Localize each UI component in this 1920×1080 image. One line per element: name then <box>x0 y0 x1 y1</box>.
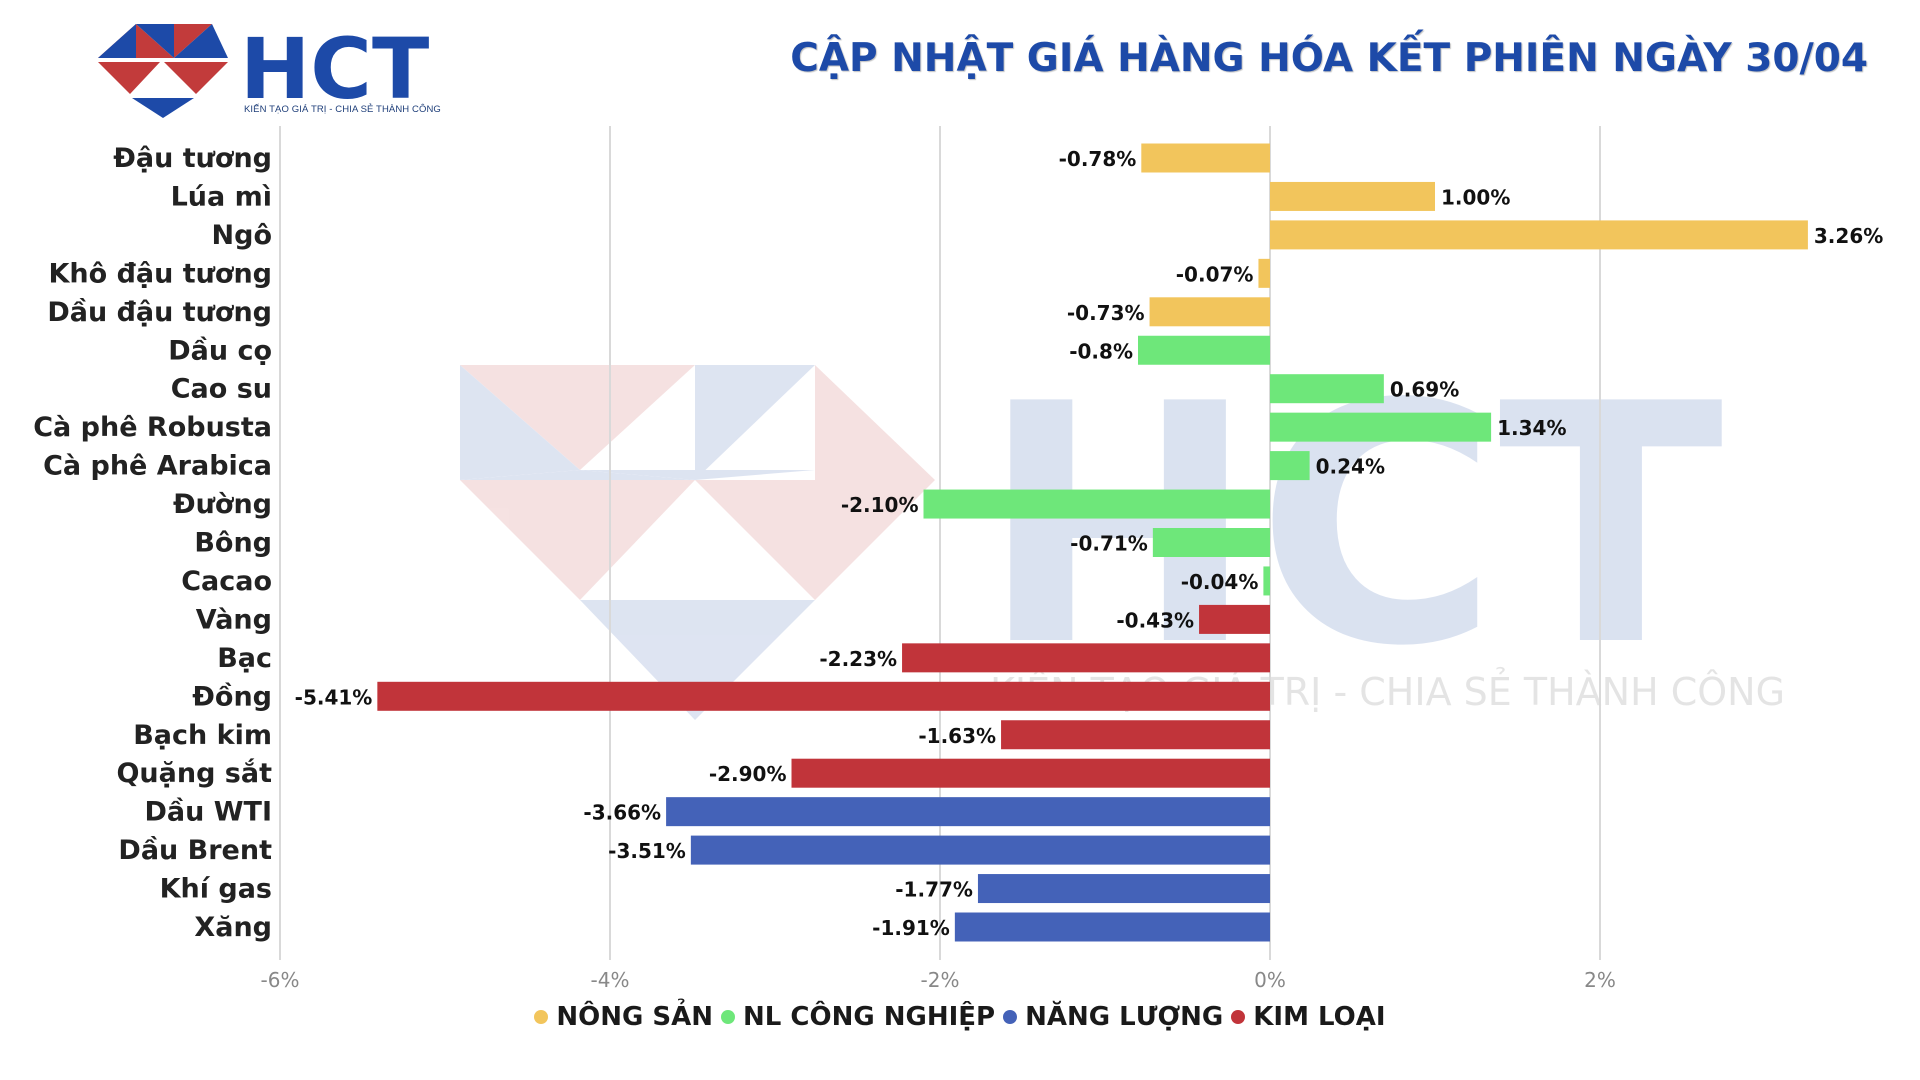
bar <box>923 489 1270 519</box>
bar <box>902 643 1270 673</box>
bar <box>1199 604 1270 634</box>
value-label: -0.04% <box>1181 570 1259 594</box>
value-label: -0.8% <box>1069 339 1133 363</box>
bar <box>1258 258 1270 288</box>
legend-dot-icon <box>1231 1010 1246 1024</box>
value-label: 0.24% <box>1316 455 1385 479</box>
category-label: Vàng <box>196 604 272 635</box>
x-axis-ticks: -6% -4% -2% 0% 2% <box>261 968 1616 992</box>
value-label: 1.00% <box>1441 185 1510 209</box>
category-labels: Đậu tương Lúa mì Ngô Khô đậu tương Dầu đậu t… <box>33 143 272 943</box>
bar <box>1141 143 1270 173</box>
legend-dot-icon <box>721 1010 736 1024</box>
x-tick-label: -6% <box>261 968 300 992</box>
x-tick-label: 0% <box>1254 968 1286 992</box>
category-label: Đậu tương <box>113 143 272 174</box>
bar <box>1270 374 1384 404</box>
category-label: Dầu đậu tương <box>47 297 272 328</box>
legend-dot-icon <box>1003 1010 1018 1024</box>
category-label: Quặng sắt <box>116 758 272 789</box>
value-label: -1.91% <box>872 916 950 940</box>
category-label: Dầu cọ <box>168 335 272 366</box>
category-label: Bạch kim <box>133 720 272 751</box>
value-label: -2.23% <box>819 647 897 671</box>
value-label: -0.07% <box>1176 262 1254 286</box>
category-label: Khí gas <box>160 874 272 905</box>
value-labels: -0.78% 1.00% 3.26% -0.07% -0.73% -0.8% 0.69% 1.… <box>295 147 1884 940</box>
legend-label: KIM LOẠI <box>1253 1002 1386 1032</box>
bar <box>1270 412 1492 442</box>
legend-item: NL CÔNG NGHIỆP <box>721 1002 995 1032</box>
category-label: Dầu Brent <box>118 835 272 866</box>
x-tick-label: 2% <box>1584 968 1616 992</box>
value-label: 3.26% <box>1814 224 1883 248</box>
category-label: Lúa mì <box>171 181 272 212</box>
chart-bars <box>377 143 1808 942</box>
category-label: Khô đậu tương <box>49 258 273 289</box>
bar <box>690 835 1270 865</box>
value-label: -0.78% <box>1059 147 1137 171</box>
value-label: -0.71% <box>1070 532 1148 556</box>
bar <box>1138 335 1270 365</box>
legend-label: NL CÔNG NGHIỆP <box>743 1002 996 1032</box>
bar <box>1270 220 1808 250</box>
legend-label: NÔNG SẢN <box>556 1002 714 1032</box>
value-label: -2.10% <box>841 493 919 517</box>
value-label: -2.90% <box>709 762 787 786</box>
bar <box>791 758 1270 788</box>
legend-label: NĂNG LƯỢNG <box>1025 1002 1224 1032</box>
category-label: Đồng <box>192 681 272 712</box>
value-label: -1.77% <box>895 878 973 902</box>
category-label: Ngô <box>212 220 272 251</box>
bar <box>377 681 1271 711</box>
category-label: Xăng <box>194 912 272 943</box>
bar <box>1001 720 1270 750</box>
bar <box>666 797 1270 827</box>
bar <box>977 874 1270 904</box>
category-label: Cà phê Arabica <box>43 451 272 482</box>
value-label: -0.73% <box>1067 301 1145 325</box>
x-tick-label: -4% <box>591 968 630 992</box>
category-label: Bông <box>194 528 272 559</box>
bar <box>1152 528 1270 557</box>
bar <box>1263 566 1270 596</box>
legend-item: NĂNG LƯỢNG <box>1003 1002 1223 1032</box>
value-label: -0.43% <box>1116 608 1194 632</box>
value-label: -5.41% <box>295 685 373 709</box>
x-tick-label: -2% <box>921 968 960 992</box>
value-label: 1.34% <box>1497 416 1566 440</box>
category-label: Cà phê Robusta <box>33 412 272 443</box>
chart-legend: NÔNG SẢN NL CÔNG NGHIỆP NĂNG LƯỢNG KIM LOẠI <box>0 1001 1920 1032</box>
legend-item: KIM LOẠI <box>1231 1002 1386 1032</box>
hct-logo: HCT <box>98 20 429 118</box>
legend-dot-icon <box>534 1010 549 1024</box>
value-label: -3.51% <box>608 839 686 863</box>
logo-text: HCT <box>240 20 429 118</box>
value-label: -3.66% <box>583 801 661 825</box>
legend-item: NÔNG SẢN <box>534 1002 713 1032</box>
logo-tagline: KIẾN TẠO GIÁ TRỊ - CHIA SẺ THÀNH CÔNG <box>244 104 441 115</box>
bar <box>1270 181 1435 211</box>
category-label: Bạc <box>217 643 272 674</box>
category-label: Cacao <box>181 566 272 597</box>
category-label: Cao su <box>171 374 272 405</box>
page-title: CẬP NHẬT GIÁ HÀNG HÓA KẾT PHIÊN NGÀY 30/… <box>790 36 1868 81</box>
value-label: -1.63% <box>918 724 996 748</box>
logo-diamond-icon <box>98 24 228 118</box>
value-label: 0.69% <box>1390 378 1459 402</box>
bar <box>1149 297 1270 327</box>
bar <box>954 912 1270 942</box>
category-label: Dầu WTI <box>145 797 273 828</box>
category-label: Đường <box>173 489 272 520</box>
bar <box>1270 451 1310 481</box>
